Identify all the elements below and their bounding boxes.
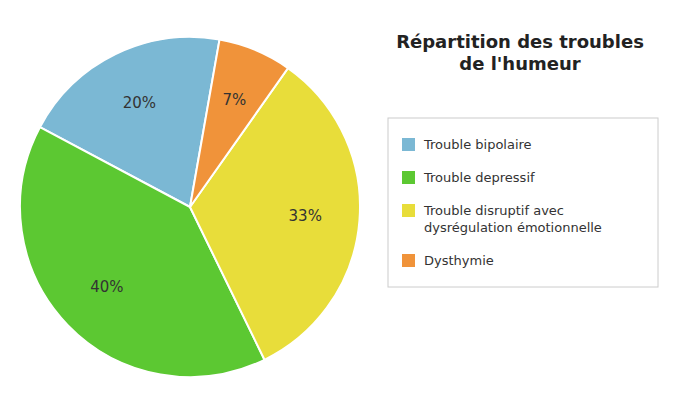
slice-labels: 20% 40% 33% 7% (90, 91, 322, 296)
data-label: 33% (289, 207, 322, 225)
data-label: 7% (223, 91, 247, 109)
legend: Trouble bipolaire Trouble depressif Troubl… (388, 118, 658, 287)
data-label: 40% (90, 278, 123, 296)
legend-label: Dysthymie (424, 253, 494, 268)
legend-label: Trouble disruptif avecdysrégulation émot… (423, 203, 602, 235)
chart: 20% 40% 33% 7% Répartition des troublesde l'… (0, 0, 674, 415)
legend-swatch (402, 204, 415, 217)
legend-swatch (402, 254, 415, 267)
data-label: 20% (123, 94, 156, 112)
pie-slice (190, 40, 288, 207)
legend-swatch (402, 171, 415, 184)
legend-label: Trouble bipolaire (423, 137, 532, 152)
title: Répartition des troublesde l'humeur (396, 31, 644, 74)
slices (20, 37, 360, 377)
legend-swatch (402, 138, 415, 151)
legend-label: Trouble depressif (423, 170, 535, 185)
legend-box (388, 118, 658, 287)
